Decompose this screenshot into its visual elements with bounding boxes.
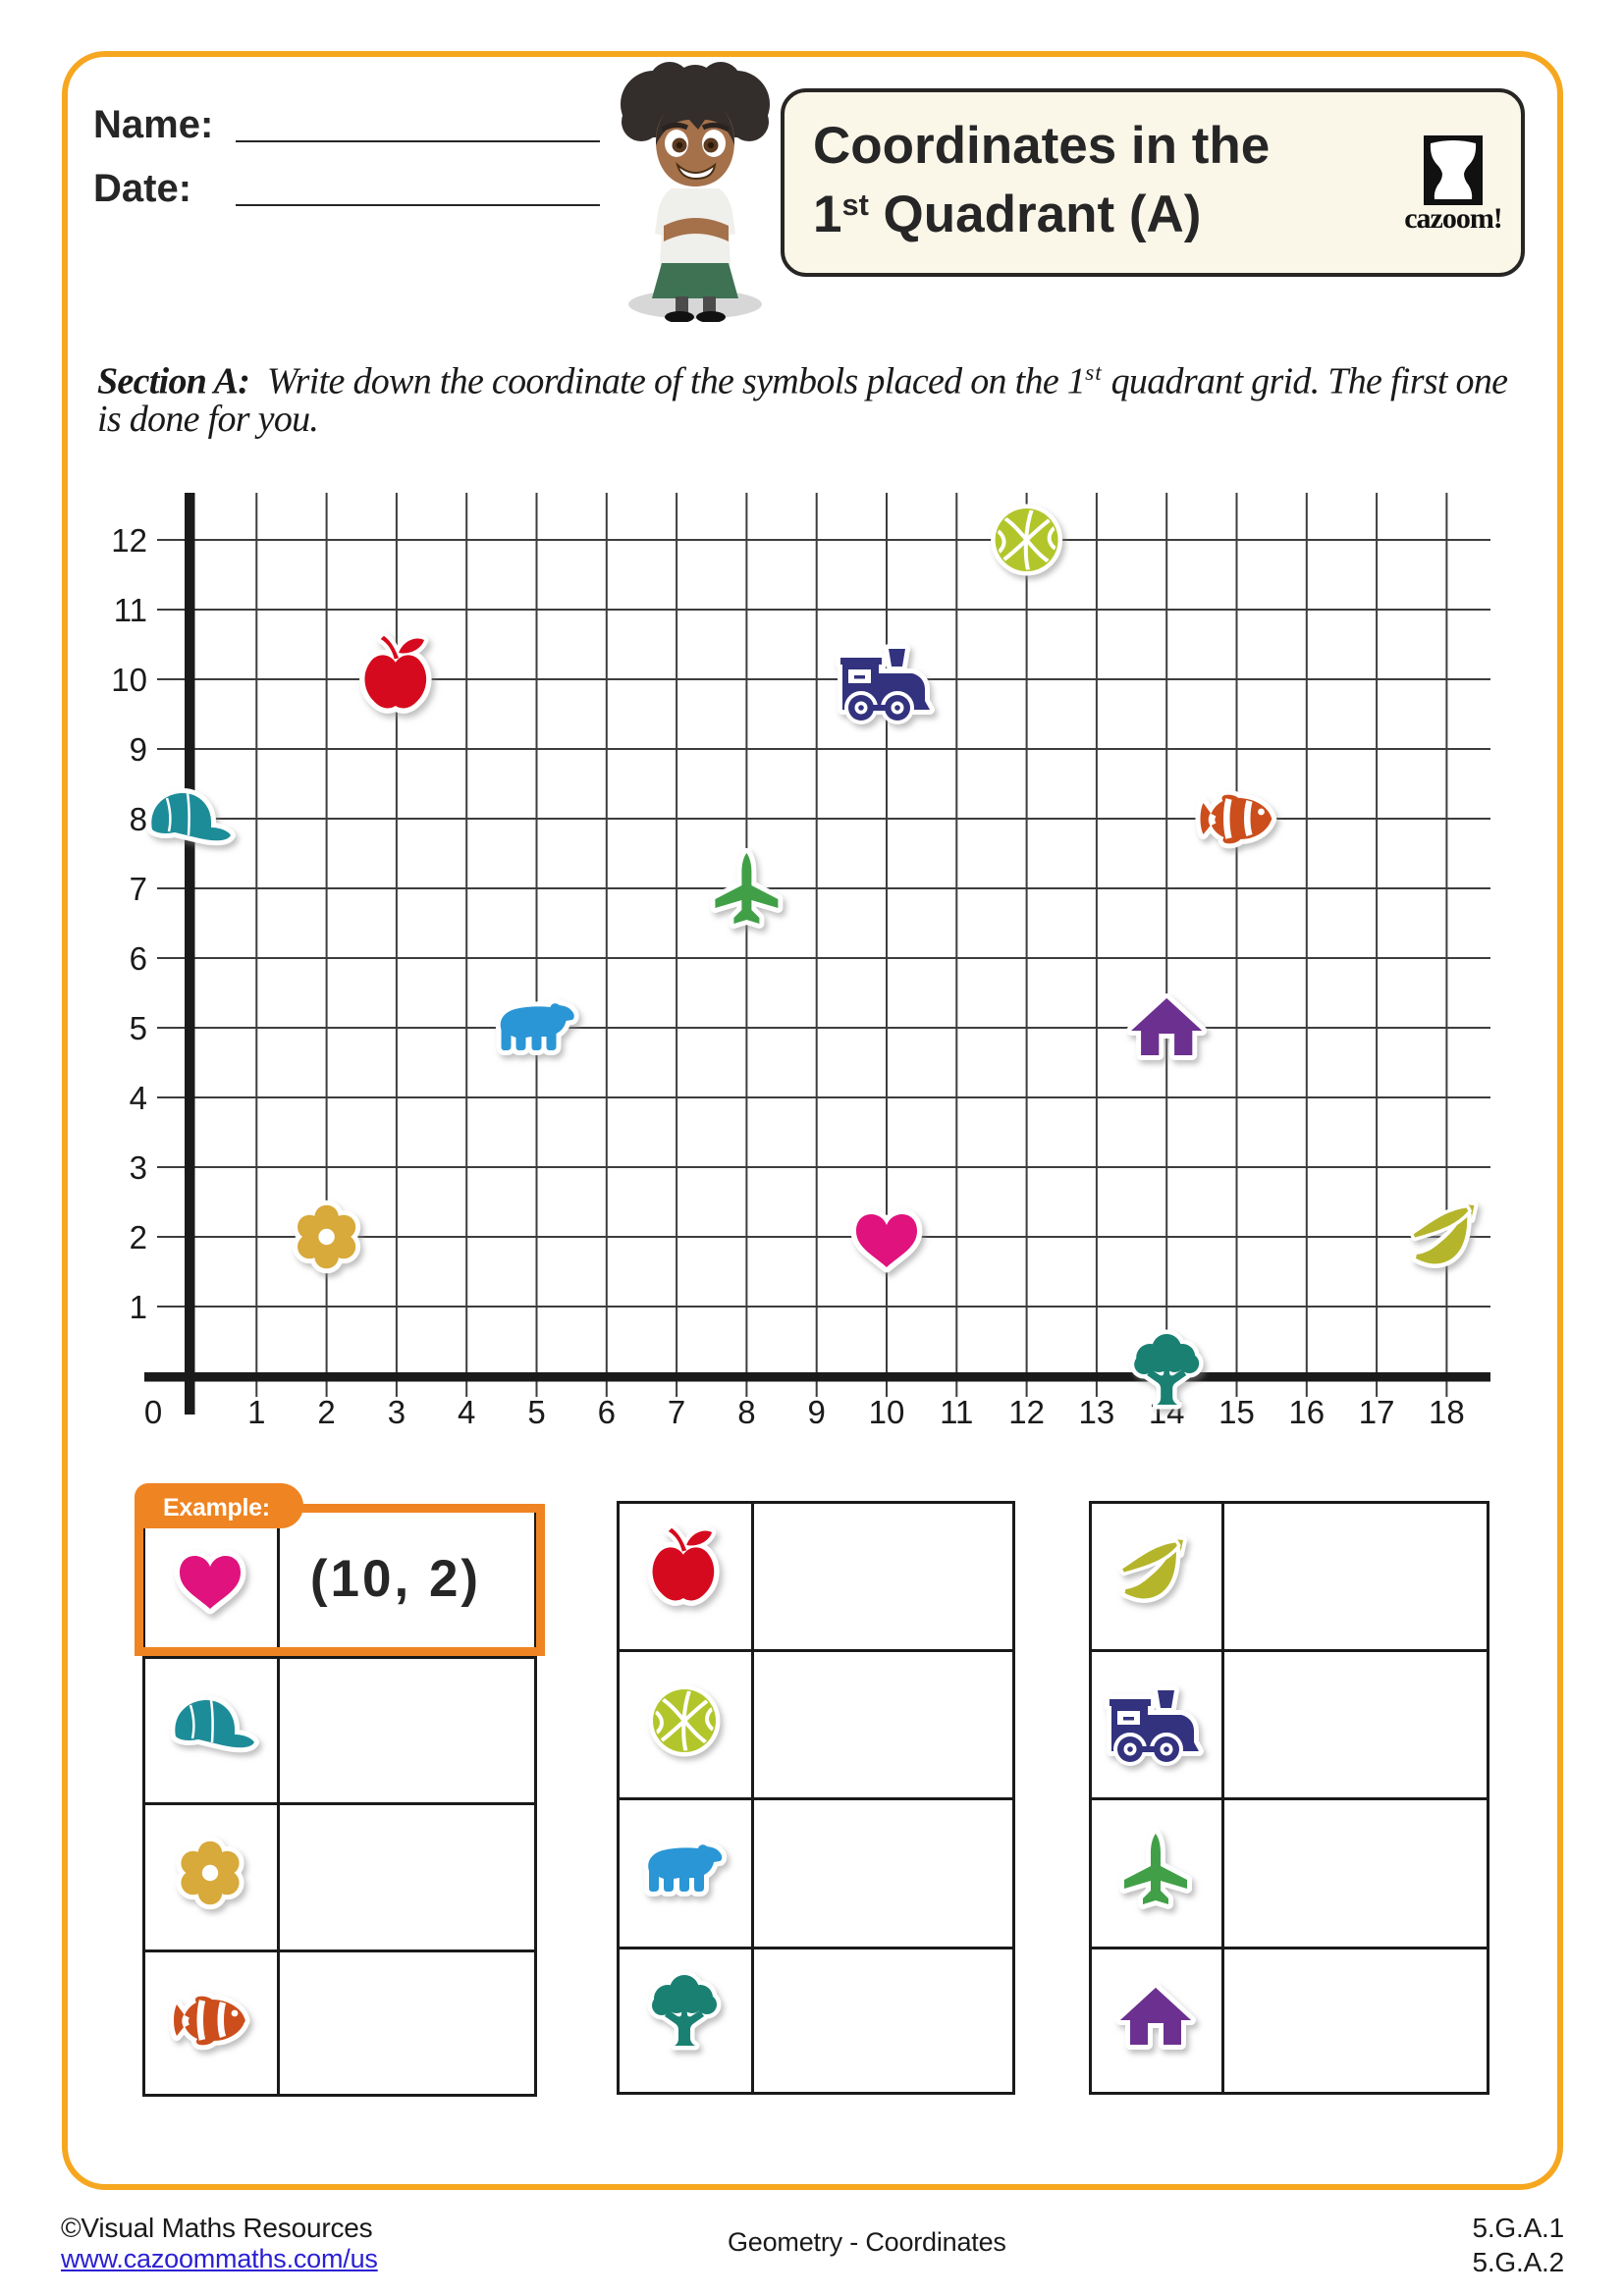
svg-text:8: 8 — [737, 1394, 755, 1430]
svg-text:1: 1 — [130, 1289, 147, 1325]
svg-text:2: 2 — [317, 1394, 335, 1430]
svg-text:12: 12 — [111, 522, 147, 559]
svg-text:3: 3 — [388, 1394, 406, 1430]
svg-text:9: 9 — [808, 1394, 826, 1430]
svg-text:11: 11 — [940, 1394, 973, 1430]
svg-text:0: 0 — [144, 1394, 162, 1430]
svg-text:10: 10 — [111, 662, 147, 698]
svg-text:16: 16 — [1288, 1394, 1325, 1430]
svg-text:4: 4 — [130, 1080, 147, 1116]
svg-text:13: 13 — [1079, 1394, 1115, 1430]
svg-text:9: 9 — [130, 731, 147, 768]
svg-text:12: 12 — [1008, 1394, 1045, 1430]
svg-text:3: 3 — [130, 1149, 147, 1186]
svg-text:6: 6 — [598, 1394, 616, 1430]
svg-text:7: 7 — [130, 871, 147, 907]
svg-text:6: 6 — [130, 940, 147, 977]
svg-text:8: 8 — [130, 801, 147, 837]
svg-text:2: 2 — [130, 1219, 147, 1255]
svg-text:7: 7 — [668, 1394, 685, 1430]
svg-text:1: 1 — [247, 1394, 265, 1430]
svg-text:11: 11 — [114, 592, 147, 628]
svg-text:10: 10 — [869, 1394, 905, 1430]
svg-text:18: 18 — [1429, 1394, 1465, 1430]
svg-text:5: 5 — [130, 1010, 147, 1046]
svg-text:17: 17 — [1359, 1394, 1395, 1430]
svg-text:5: 5 — [527, 1394, 545, 1430]
svg-text:15: 15 — [1218, 1394, 1255, 1430]
svg-text:4: 4 — [458, 1394, 475, 1430]
